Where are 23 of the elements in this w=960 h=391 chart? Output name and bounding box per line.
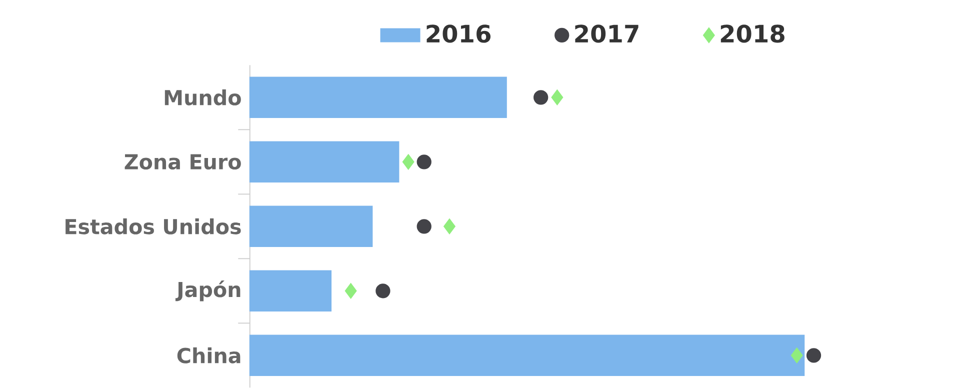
point (790, 348, 803, 364)
point (806, 348, 822, 363)
point (344, 283, 357, 299)
point (444, 218, 456, 234)
bar (249, 206, 373, 248)
y-tick-label: Japón (175, 280, 240, 302)
bar (249, 270, 332, 312)
bar (249, 334, 805, 376)
bar (249, 76, 507, 118)
point (402, 154, 414, 170)
legend-label: 2018 (720, 24, 784, 43)
legend-label: 2016 (426, 24, 490, 43)
point (534, 90, 548, 105)
bar (249, 141, 400, 183)
point (376, 284, 390, 298)
y-tick-label: Mundo (164, 89, 241, 106)
y-tick-label: China (177, 347, 240, 364)
y-tick-label: Zona Euro (124, 154, 241, 170)
y-tick-label: Estados Unidos (66, 218, 241, 234)
point (416, 219, 432, 234)
legend-label: 2017 (575, 24, 638, 43)
point (551, 90, 564, 106)
point (416, 154, 432, 170)
